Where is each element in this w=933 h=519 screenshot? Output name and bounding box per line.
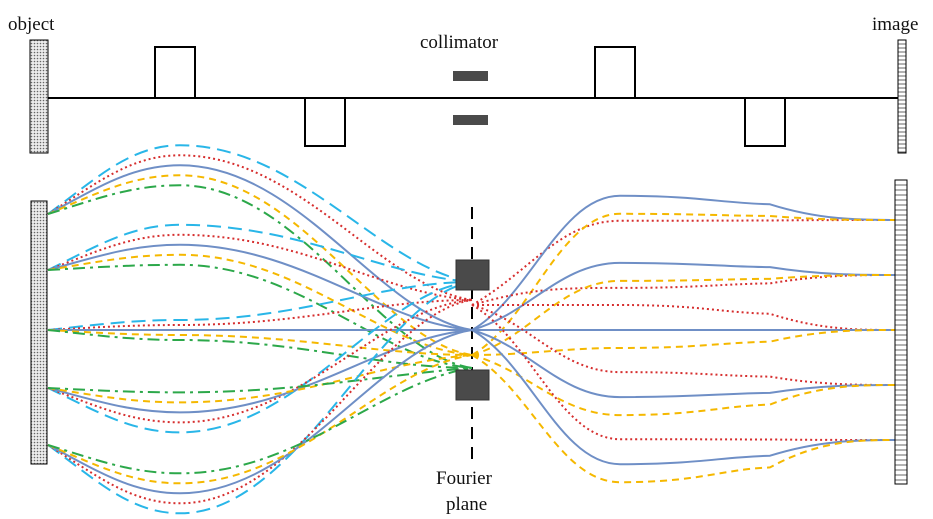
ray-right-red_dotted bbox=[471, 304, 896, 386]
ray-right-yellow_dashed bbox=[471, 354, 896, 484]
ray-right-blue_solid bbox=[471, 194, 896, 331]
top-schematic bbox=[29, 39, 907, 154]
ray-left-red_dotted bbox=[47, 154, 473, 301]
ray-left-cyan_dashed bbox=[47, 281, 473, 434]
ray-left-green_dashdot bbox=[47, 263, 473, 369]
ray-left-blue_solid bbox=[47, 164, 473, 331]
ray-left-yellow_dashed bbox=[47, 253, 473, 356]
ray-right-yellow_dashed bbox=[471, 274, 896, 356]
image-detector-top bbox=[897, 39, 907, 154]
aperture-block-upper bbox=[455, 259, 490, 291]
ray-right-blue_solid bbox=[471, 261, 896, 331]
ray-right-blue_solid bbox=[471, 329, 896, 399]
ray-left-blue_solid bbox=[47, 243, 473, 331]
ray-left-red_dotted bbox=[47, 299, 473, 331]
ray-left-green_dashdot bbox=[47, 184, 473, 369]
ray-left-red_dotted bbox=[47, 299, 473, 424]
ray-left-yellow_dashed bbox=[47, 354, 473, 404]
ray-left-red_dotted bbox=[47, 233, 473, 301]
image-detector bbox=[894, 179, 908, 485]
ray-left-red_dotted bbox=[47, 299, 473, 505]
object-label: object bbox=[8, 14, 55, 35]
ray-right-red_dotted bbox=[471, 274, 896, 306]
ray-right-red_dotted bbox=[471, 304, 896, 441]
ray-left-blue_solid bbox=[47, 329, 473, 414]
ray-left-yellow_dashed bbox=[47, 174, 473, 356]
fourier-label-line1: Fourier bbox=[436, 468, 493, 489]
ray-left-yellow_dashed bbox=[47, 354, 473, 485]
collimator-label: collimator bbox=[420, 32, 499, 53]
ray-right-yellow_dashed bbox=[471, 212, 896, 356]
lens-pulse-3 bbox=[594, 46, 636, 98]
object-plate bbox=[30, 200, 48, 465]
collimator-block-lower bbox=[453, 115, 488, 125]
ray-left-blue_solid bbox=[47, 329, 473, 495]
ray-left-cyan_dashed bbox=[47, 144, 473, 283]
ray-left-cyan_dashed bbox=[47, 223, 473, 283]
ray-right-blue_solid bbox=[471, 329, 896, 466]
ray-left-cyan_dashed bbox=[47, 281, 473, 331]
ray-left-green_dashdot bbox=[47, 367, 473, 394]
ray-left-cyan_dashed bbox=[47, 281, 473, 515]
collimator-block-upper bbox=[453, 71, 488, 81]
object-plate-top bbox=[29, 39, 49, 154]
ray-right-yellow_dashed bbox=[471, 329, 896, 356]
ray-left-green_dashdot bbox=[47, 367, 473, 475]
aperture-block-lower bbox=[455, 369, 490, 401]
fourier-label-line2: plane bbox=[446, 494, 487, 515]
image-detector-top-frame bbox=[897, 39, 907, 154]
ray-left-green_dashdot bbox=[47, 329, 473, 369]
ray-right-yellow_dashed bbox=[471, 354, 896, 417]
image-label: image bbox=[872, 14, 918, 35]
ray-bundle bbox=[47, 144, 896, 515]
ray-left-yellow_dashed bbox=[47, 329, 473, 356]
ray-right-red_dotted bbox=[472, 304, 896, 331]
ray-diagram bbox=[30, 144, 908, 515]
image-detector-frame bbox=[894, 179, 908, 485]
lens-pulse-1 bbox=[154, 46, 196, 98]
lens-pulse-2 bbox=[304, 98, 346, 147]
lens-pulse-4 bbox=[744, 98, 786, 147]
